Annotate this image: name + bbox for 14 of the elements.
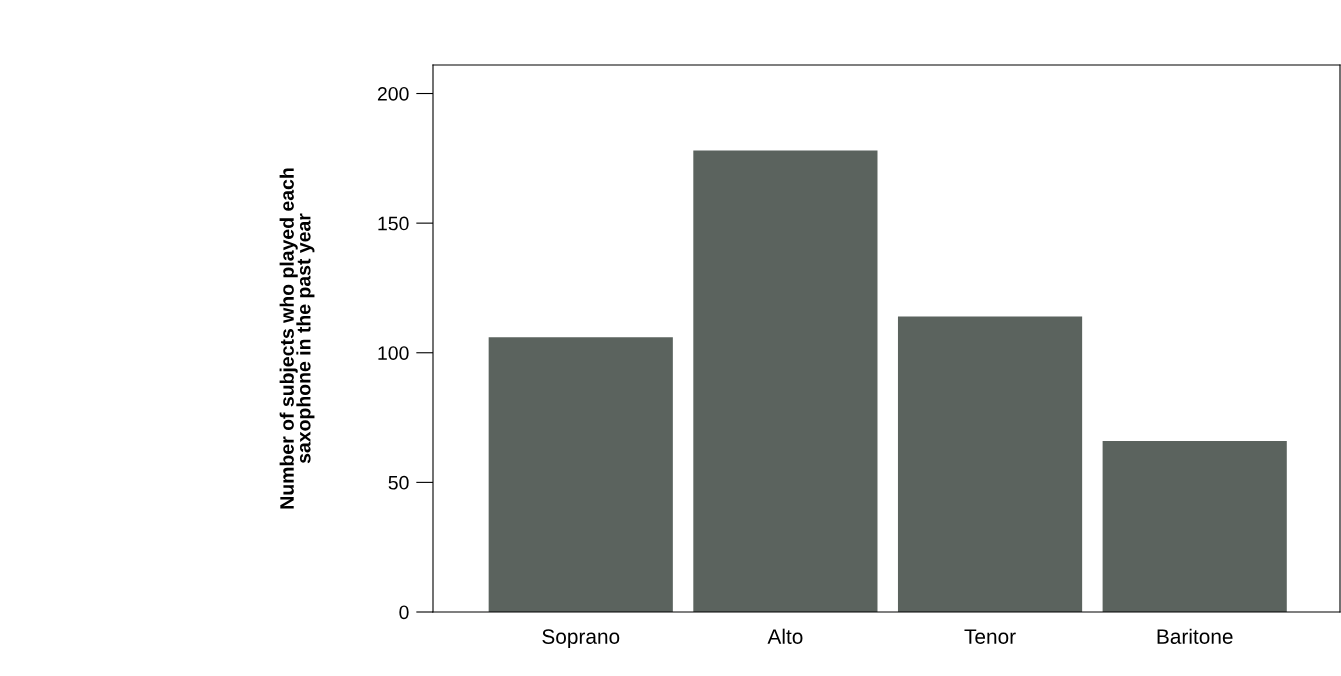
y-tick-label: 100 <box>378 346 409 360</box>
bar <box>693 150 878 612</box>
x-tick-label: Soprano <box>542 629 620 649</box>
bar <box>1102 440 1287 612</box>
bar <box>488 337 673 612</box>
y-tick-label: 150 <box>378 216 409 231</box>
y-tick-label: 50 <box>388 475 409 490</box>
y-tick-label: 200 <box>377 86 409 101</box>
x-tick-label: Tenor <box>964 629 1016 644</box>
y-tick-label: 0 <box>399 605 409 620</box>
x-tick-label: Baritone <box>1157 628 1233 644</box>
x-tick-label: Alto <box>767 628 803 644</box>
bar <box>897 316 1083 612</box>
y-axis-title: Number of subjects who played each saxophone in the past year <box>279 168 315 509</box>
